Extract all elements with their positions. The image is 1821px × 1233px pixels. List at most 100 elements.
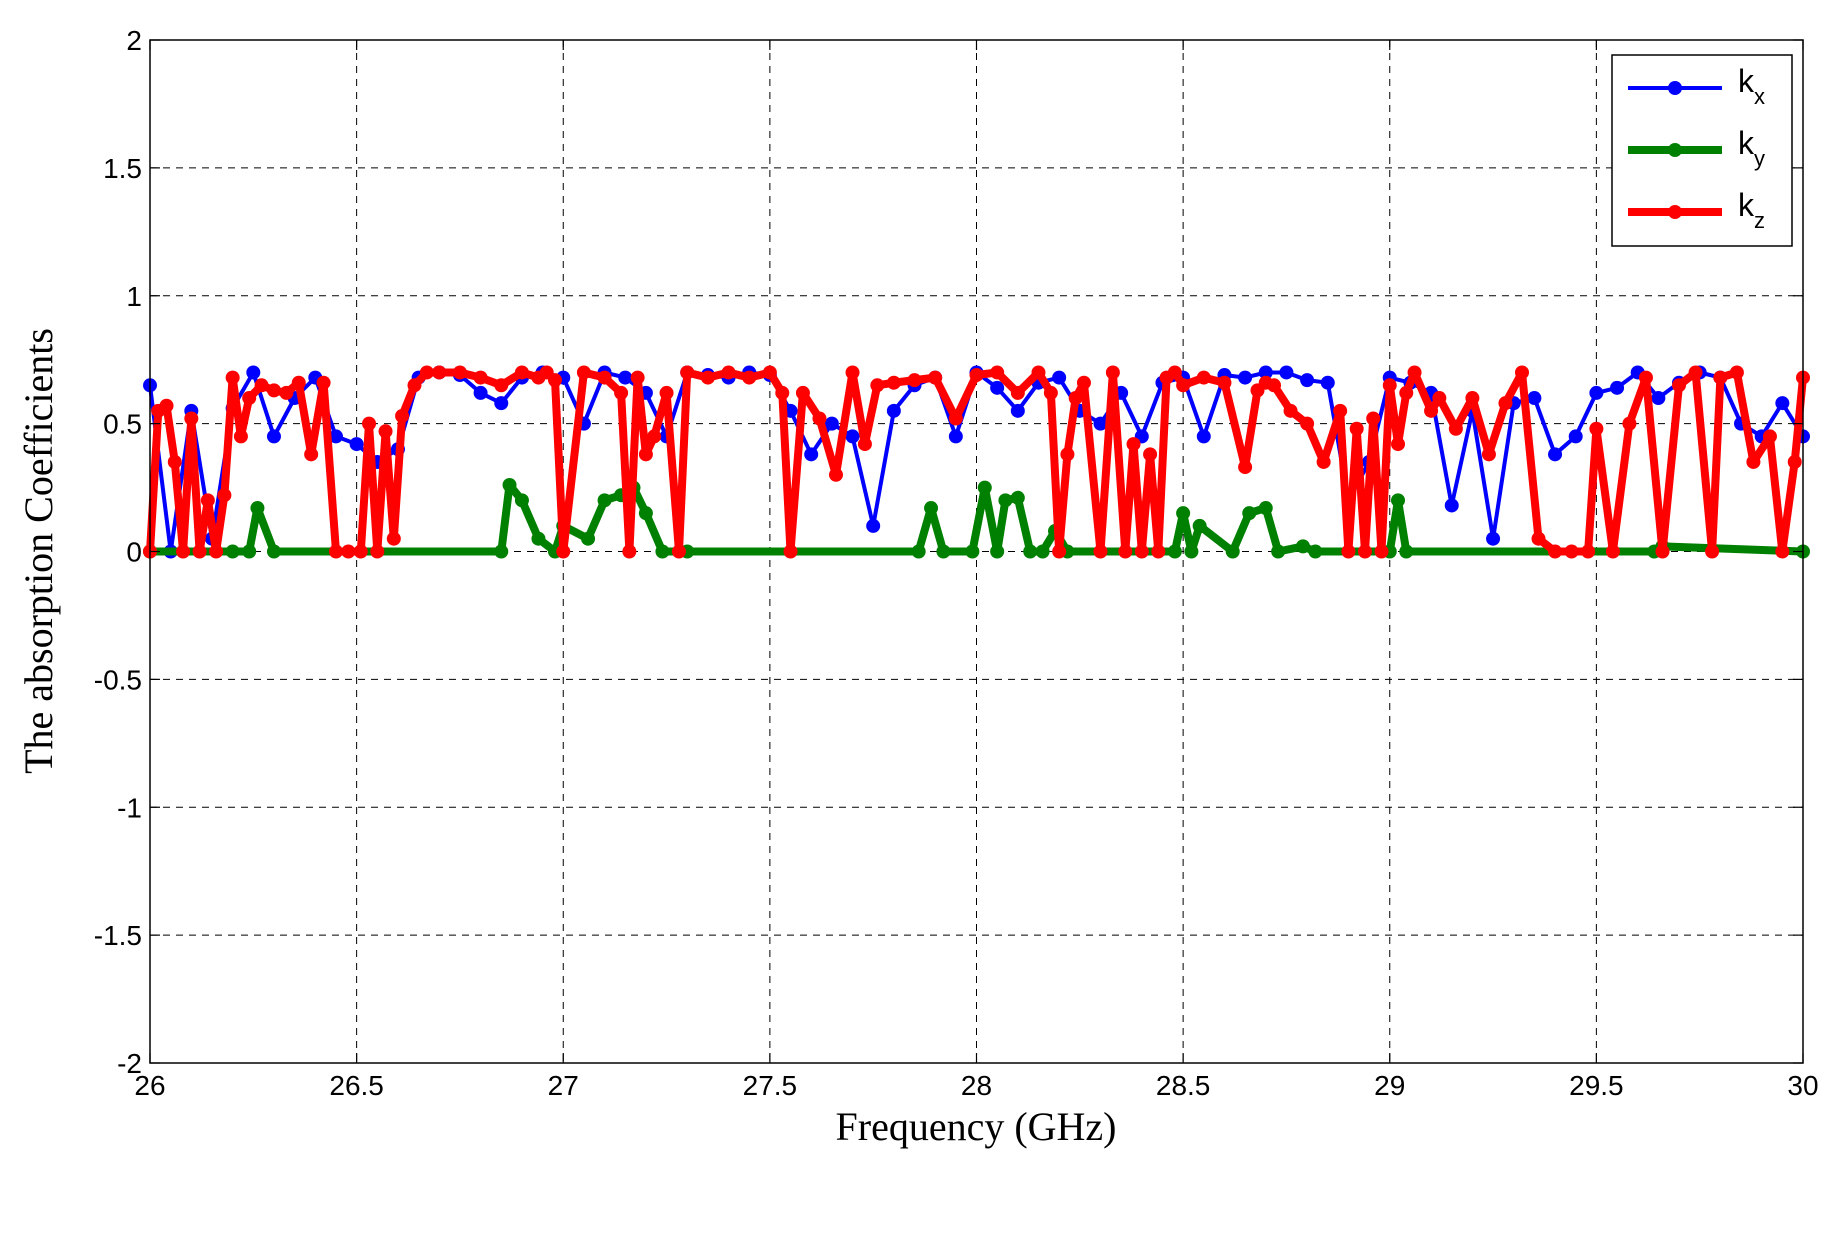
data-point-k_z: [1622, 416, 1637, 431]
data-point-k_z: [659, 385, 674, 400]
data-point-k_z: [1167, 365, 1182, 380]
data-point-k_x: [1610, 380, 1625, 395]
data-point-k_z: [1357, 544, 1372, 559]
data-point-k_z: [304, 447, 319, 462]
data-point-k_z: [870, 378, 885, 393]
data-point-k_x: [886, 403, 901, 418]
x-tick-label: 27.5: [743, 1070, 798, 1101]
data-point-k_z: [362, 416, 377, 431]
legend-label-k_z: kz: [1738, 187, 1765, 233]
data-point-k_z: [328, 544, 343, 559]
data-point-k_y: [1010, 490, 1025, 505]
data-point-k_z: [795, 385, 810, 400]
data-point-k_x: [804, 447, 819, 462]
y-tick-label: -2: [117, 1048, 142, 1079]
data-point-k_z: [1118, 544, 1133, 559]
data-point-k_y: [1242, 506, 1257, 521]
data-point-k_z: [700, 370, 715, 385]
data-point-k_z: [762, 365, 777, 380]
data-point-k_z: [1382, 378, 1397, 393]
data-point-k_z: [1143, 447, 1158, 462]
data-point-k_z: [630, 370, 645, 385]
data-point-k_z: [1333, 403, 1348, 418]
data-point-k_z: [1010, 385, 1025, 400]
data-point-k_z: [1705, 544, 1720, 559]
data-point-k_z: [576, 365, 591, 380]
data-point-k_z: [1316, 454, 1331, 469]
data-point-k_z: [1548, 544, 1563, 559]
data-point-k_z: [341, 544, 356, 559]
series-line-k_y: [150, 481, 1804, 556]
y-tick-label: 0: [126, 537, 142, 568]
data-point-k_z: [1267, 378, 1282, 393]
x-tick-label: 26.5: [329, 1070, 384, 1101]
data-point-k_z: [1787, 454, 1802, 469]
tick-labels-layer: 26 26.5 27 27.5 28 28.5 29 29.5 30 -2 -1.5 -1 -0.5 0 0…: [94, 25, 1819, 1101]
y-tick-label: -1.5: [94, 920, 142, 951]
data-point-k_x: [1486, 531, 1501, 546]
data-point-k_z: [378, 424, 393, 439]
data-point-k_x: [349, 437, 364, 452]
data-point-k_z: [200, 493, 215, 508]
data-point-k_y: [514, 493, 529, 508]
data-point-k_z: [671, 544, 686, 559]
data-point-k_z: [159, 398, 174, 413]
data-point-k_y: [1035, 544, 1050, 559]
data-point-k_z: [370, 544, 385, 559]
data-point-k_z: [1465, 391, 1480, 406]
legend-marker-k_z: [1668, 205, 1682, 219]
data-point-k_z: [1043, 385, 1058, 400]
data-point-k_y: [1399, 544, 1414, 559]
data-point-k_x: [1196, 429, 1211, 444]
data-point-k_z: [1775, 544, 1790, 559]
data-point-k_y: [1308, 544, 1323, 559]
data-point-k_z: [1176, 378, 1191, 393]
series-line-k_z: [146, 368, 1807, 556]
data-point-k_z: [176, 544, 191, 559]
ticks-layer: [149, 39, 1804, 1064]
data-point-k_z: [184, 411, 199, 426]
y-tick-label: -1: [117, 792, 142, 823]
data-point-k_z: [1514, 365, 1529, 380]
data-point-k_x: [1775, 396, 1790, 411]
data-point-k_z: [1589, 421, 1604, 436]
data-point-k_z: [1672, 378, 1687, 393]
legend-label-k_x: kx: [1738, 63, 1765, 109]
data-point-k_z: [279, 385, 294, 400]
data-point-k_z: [407, 378, 422, 393]
data-point-k_x: [618, 370, 633, 385]
data-point-k_z: [680, 365, 695, 380]
x-tick-label: 29: [1374, 1070, 1405, 1101]
data-point-k_z: [1151, 544, 1166, 559]
data-point-k_z: [928, 370, 943, 385]
data-point-k_z: [1076, 375, 1091, 390]
data-point-k_z: [432, 365, 447, 380]
data-point-k_z: [395, 408, 410, 423]
data-point-k_z: [828, 467, 843, 482]
data-point-k_x: [866, 518, 881, 533]
data-point-k_z: [1448, 421, 1463, 436]
data-point-k_z: [742, 370, 757, 385]
data-point-k_y: [1176, 506, 1191, 521]
x-tick-label: 28: [961, 1070, 992, 1101]
data-point-k_x: [266, 429, 281, 444]
data-point-k_y: [977, 480, 992, 495]
data-point-k_z: [452, 365, 467, 380]
y-tick-label: 2: [126, 25, 142, 56]
data-point-k_z: [225, 370, 240, 385]
data-point-k_y: [936, 544, 951, 559]
data-point-k_z: [990, 365, 1005, 380]
data-point-k_x: [246, 365, 261, 380]
x-tick-label: 30: [1787, 1070, 1818, 1101]
data-point-k_z: [622, 544, 637, 559]
data-point-k_x: [1279, 365, 1294, 380]
data-point-k_z: [1432, 391, 1447, 406]
data-point-k_z: [217, 488, 232, 503]
data-point-k_y: [1184, 544, 1199, 559]
data-point-k_z: [775, 385, 790, 400]
data-point-k_z: [1713, 370, 1728, 385]
data-point-k_z: [721, 365, 736, 380]
data-point-k_x: [1010, 403, 1025, 418]
data-point-k_z: [473, 370, 488, 385]
data-point-k_z: [1093, 544, 1108, 559]
